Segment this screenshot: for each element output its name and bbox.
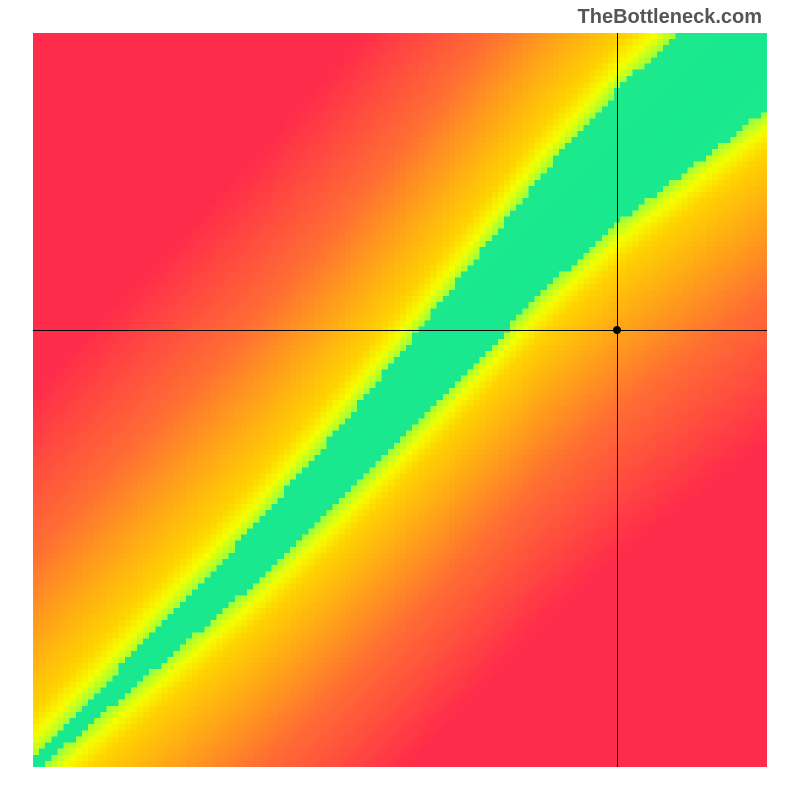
chart-container: TheBottleneck.com bbox=[0, 0, 800, 800]
heatmap-canvas bbox=[33, 33, 767, 767]
plot-area bbox=[33, 33, 767, 767]
watermark-text: TheBottleneck.com bbox=[578, 6, 762, 29]
crosshair-vertical bbox=[617, 33, 618, 767]
crosshair-horizontal bbox=[33, 330, 767, 331]
marker-dot bbox=[613, 326, 621, 334]
